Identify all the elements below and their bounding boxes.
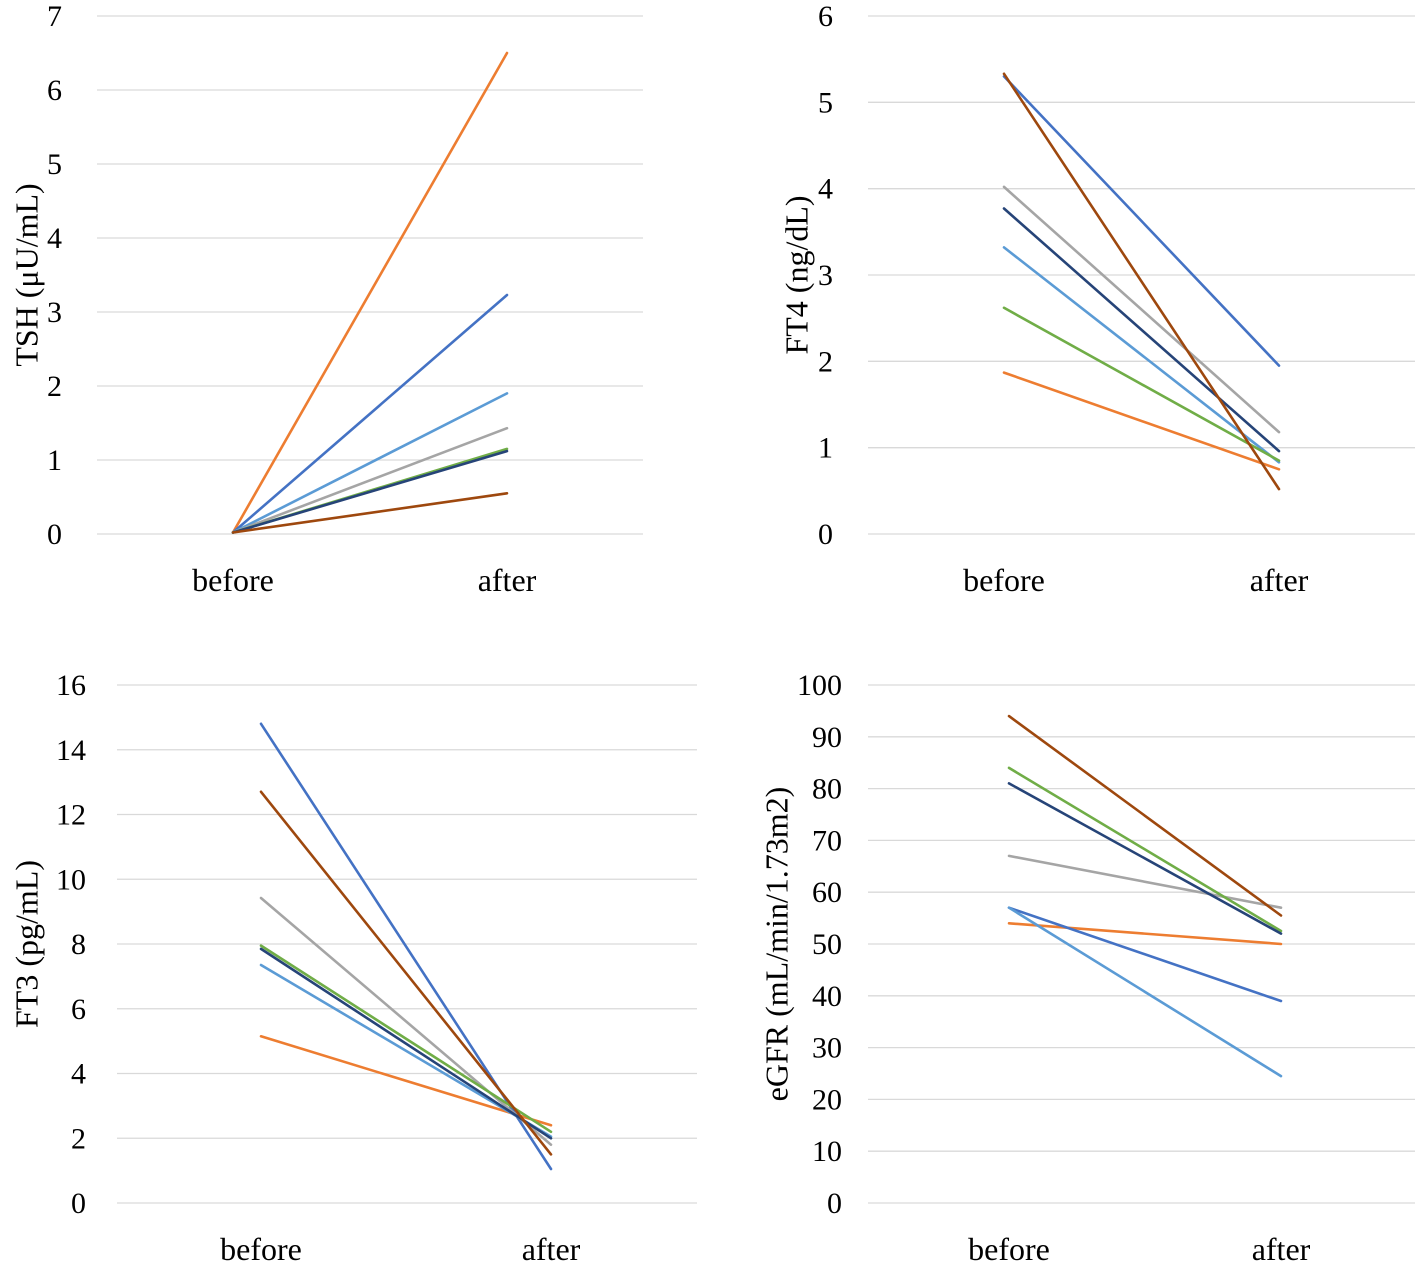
x-category-label: after — [1250, 562, 1309, 598]
series-line-navy — [1002, 207, 1281, 453]
series-line-light-blue — [231, 392, 509, 534]
y-tick-label: 2 — [47, 370, 62, 403]
series-line-orange — [1007, 921, 1283, 946]
series-line-navy — [259, 947, 553, 1140]
series-line-dark-red — [231, 491, 509, 534]
chart-panel-tsh: 0 1 2 3 4 5 6 7 before after TSH (μU/mL) — [8, 0, 643, 598]
y-tick-label: 16 — [56, 669, 86, 702]
series-line-dark-red — [259, 790, 553, 1156]
series-line-orange — [231, 51, 509, 534]
y-tick-label: 100 — [797, 669, 842, 702]
y-tick-label: 0 — [71, 1187, 86, 1220]
x-category-label: before — [192, 562, 274, 598]
y-tick-label: 4 — [47, 222, 62, 255]
y-axis-title: eGFR (mL/min/1.73m2) — [758, 787, 794, 1102]
y-tick-label: 40 — [812, 980, 842, 1013]
y-tick-label: 6 — [818, 0, 833, 33]
y-tick-label: 0 — [47, 518, 62, 551]
y-tick-label: 30 — [812, 1032, 842, 1065]
y-tick-label: 14 — [56, 734, 86, 767]
series-line-green — [1002, 306, 1281, 462]
y-tick-label: 4 — [71, 1058, 86, 1091]
chart-panel-ft3: 0 2 4 6 8 10 12 14 16 before after FT3 (pg/mL) — [8, 669, 697, 1263]
y-tick-label: 4 — [818, 173, 833, 206]
x-category-label: after — [522, 1231, 581, 1263]
series-line-light-blue — [1002, 246, 1281, 464]
y-tick-label: 3 — [818, 259, 833, 292]
y-axis-title: TSH (μU/mL) — [8, 183, 44, 366]
chart-panel-egfr: 0 10 20 30 40 50 60 70 80 90 100 before after eGFR (m… — [758, 669, 1415, 1263]
y-tick-label: 10 — [812, 1135, 842, 1168]
series-line-gray — [231, 426, 509, 534]
x-category-label: before — [963, 562, 1045, 598]
y-tick-label: 90 — [812, 721, 842, 754]
y-tick-label: 1 — [47, 444, 62, 477]
series-line-gray — [1007, 854, 1283, 910]
y-tick-label: 5 — [818, 86, 833, 119]
y-tick-label: 80 — [812, 773, 842, 806]
series-line-blue — [1007, 906, 1283, 1003]
y-tick-label: 6 — [71, 993, 86, 1026]
y-tick-label: 70 — [812, 824, 842, 857]
y-tick-label: 8 — [71, 928, 86, 961]
y-tick-label: 3 — [47, 296, 62, 329]
x-category-label: before — [968, 1231, 1050, 1263]
y-tick-label: 7 — [47, 0, 62, 33]
series-line-gray — [259, 896, 553, 1146]
series-line-blue — [1002, 75, 1281, 367]
y-tick-label: 0 — [827, 1187, 842, 1220]
series-line-navy — [1007, 782, 1283, 935]
series-line-green — [1007, 766, 1283, 933]
series-line-dark-red — [1007, 714, 1283, 917]
series-line-blue — [231, 293, 509, 534]
x-category-label: after — [1252, 1231, 1311, 1263]
y-tick-label: 50 — [812, 928, 842, 961]
y-axis-title: FT4 (ng/dL) — [778, 195, 814, 354]
series-line-dark-red — [1002, 72, 1281, 491]
series-line-gray — [1002, 185, 1281, 434]
series-line-orange — [259, 1035, 553, 1127]
y-tick-label: 1 — [818, 432, 833, 465]
y-tick-label: 60 — [812, 876, 842, 909]
series-line-blue — [259, 722, 553, 1171]
y-tick-label: 12 — [56, 799, 86, 832]
series-line-orange — [1002, 371, 1281, 471]
y-tick-label: 5 — [47, 148, 62, 181]
y-tick-label: 0 — [818, 518, 833, 551]
series-line-light-blue — [1007, 906, 1283, 1078]
series-line-navy — [231, 449, 509, 534]
series-line-green — [259, 944, 553, 1134]
y-tick-label: 10 — [56, 863, 86, 896]
y-tick-label: 2 — [818, 345, 833, 378]
x-category-label: before — [220, 1231, 302, 1263]
y-tick-label: 2 — [71, 1122, 86, 1155]
x-category-label: after — [478, 562, 537, 598]
chart-panel-ft4: 0 1 2 3 4 5 6 before after FT4 (ng/dL) — [778, 0, 1415, 598]
y-tick-label: 20 — [812, 1083, 842, 1116]
y-axis-title: FT3 (pg/mL) — [8, 860, 44, 1028]
y-tick-label: 6 — [47, 74, 62, 107]
